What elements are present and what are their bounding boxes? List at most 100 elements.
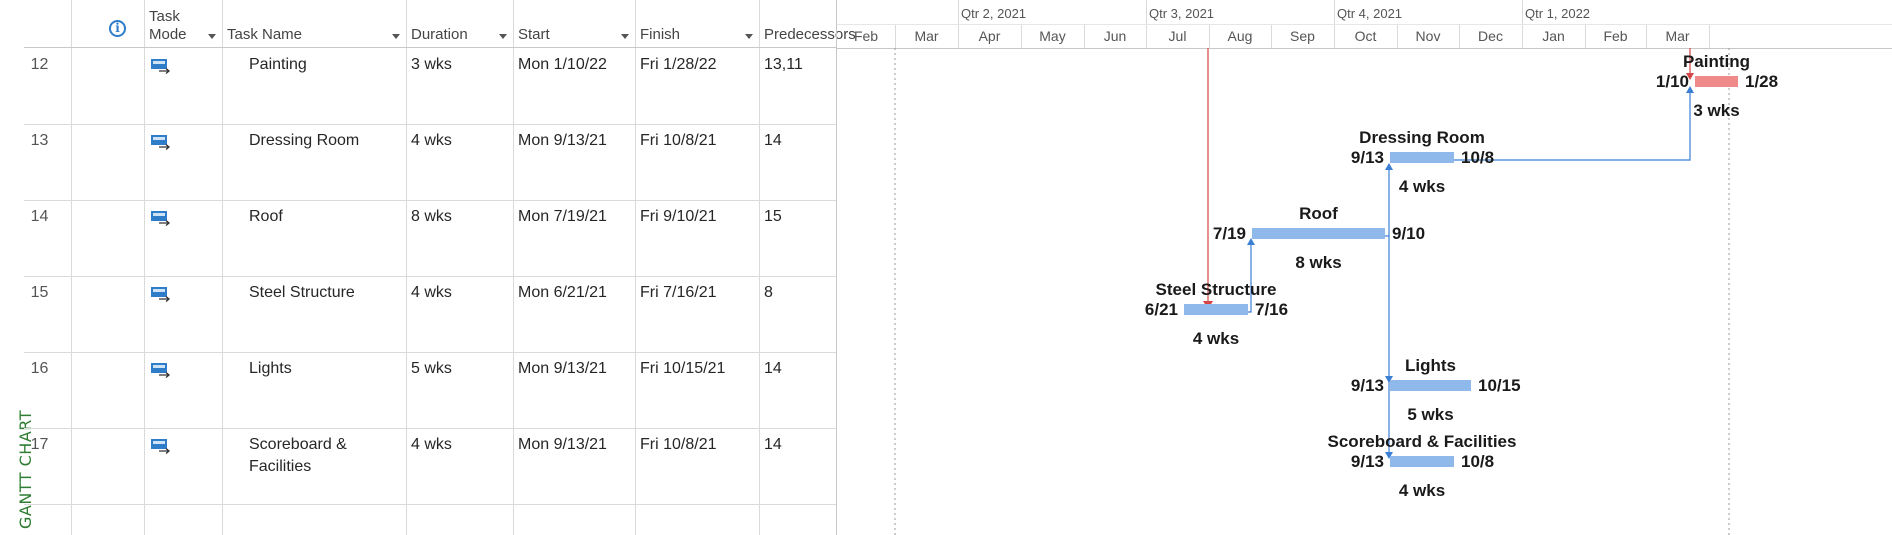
- cell-empty: [514, 503, 636, 535]
- cell-start[interactable]: Mon 6/21/21: [514, 276, 636, 352]
- month-label: Aug: [1227, 28, 1253, 44]
- cell-task-mode[interactable]: [145, 124, 223, 200]
- cell-task-mode[interactable]: [145, 48, 223, 124]
- auto-schedule-icon: [151, 439, 171, 454]
- cell-predecessors[interactable]: 8: [764, 284, 773, 301]
- bar-task-label: Dressing Room: [1359, 128, 1485, 147]
- cell-task-mode[interactable]: [145, 428, 223, 504]
- month-divider: [1209, 25, 1210, 48]
- gantt-bar[interactable]: [1695, 76, 1738, 87]
- header-start[interactable]: Start: [514, 0, 636, 47]
- header-task-name[interactable]: Task Name: [223, 0, 407, 47]
- cell-id[interactable]: 12: [24, 48, 72, 124]
- header-finish[interactable]: Finish: [636, 0, 760, 47]
- info-icon: i: [109, 20, 126, 37]
- header-row-id[interactable]: [24, 0, 72, 47]
- cell-task-mode[interactable]: [145, 276, 223, 352]
- table-row[interactable]: 15 Steel Structure 4 wks Mon 6/21/21 Fri 7/1…: [24, 276, 836, 353]
- timescale-months[interactable]: Feb Mar Apr May Jun Jul Aug Sep Oct Nov Dec Jan Feb M…: [837, 24, 1892, 49]
- cell-task-mode[interactable]: [145, 200, 223, 276]
- cell-indicators[interactable]: [72, 428, 145, 504]
- gantt-bar[interactable]: [1184, 304, 1248, 315]
- chevron-down-icon[interactable]: [745, 34, 753, 39]
- table-row[interactable]: 17 Scoreboard & Facilities 4 wks Mon 9/13/2…: [24, 428, 836, 505]
- cell-indicators[interactable]: [72, 200, 145, 276]
- month-label: Oct: [1354, 28, 1377, 44]
- cell-id[interactable]: 17: [24, 428, 72, 504]
- chevron-down-icon[interactable]: [392, 34, 400, 39]
- bar-duration-label: 3 wks: [1693, 101, 1739, 120]
- month-label: May: [1039, 28, 1066, 44]
- cell-name[interactable]: Lights: [223, 352, 407, 428]
- cell-empty: [636, 503, 760, 535]
- table-row[interactable]: 12 Painting 3 wks Mon 1/10/22 Fri 1/28/22 13,…: [24, 48, 836, 125]
- cell-name[interactable]: Roof: [223, 200, 407, 276]
- header-info[interactable]: i: [72, 0, 145, 47]
- cell-duration[interactable]: 4 wks: [407, 124, 514, 200]
- month-label: Mar: [914, 28, 939, 44]
- month-divider: [1334, 25, 1335, 48]
- gantt-bar[interactable]: [1390, 380, 1471, 391]
- cell-predecessors[interactable]: 13,11: [764, 56, 803, 73]
- cell-predecessors[interactable]: 14: [764, 360, 782, 377]
- header-start-label: Start: [518, 26, 550, 43]
- month-divider: [1397, 25, 1398, 48]
- cell-predecessors[interactable]: 15: [764, 208, 782, 225]
- cell-indicators[interactable]: [72, 352, 145, 428]
- cell-duration[interactable]: 3 wks: [407, 48, 514, 124]
- cell-name[interactable]: Steel Structure: [223, 276, 407, 352]
- cell-id[interactable]: 16: [24, 352, 72, 428]
- chevron-down-icon[interactable]: [208, 34, 216, 39]
- header-predecessors[interactable]: Predecessors: [760, 0, 856, 47]
- chevron-down-icon[interactable]: [499, 34, 507, 39]
- cell-name[interactable]: Scoreboard & Facilities: [223, 428, 407, 504]
- header-task-mode[interactable]: Task Mode: [145, 0, 223, 47]
- gantt-bar[interactable]: [1390, 152, 1454, 163]
- cell-name[interactable]: Dressing Room: [223, 124, 407, 200]
- month-divider: [1021, 25, 1022, 48]
- chevron-down-icon[interactable]: [621, 34, 629, 39]
- cell-finish[interactable]: Fri 10/15/21: [636, 352, 760, 428]
- cell-task-mode[interactable]: [145, 352, 223, 428]
- table-row[interactable]: 16 Lights 5 wks Mon 9/13/21 Fri 10/15/21 14: [24, 352, 836, 429]
- quarter-divider: [958, 0, 959, 24]
- cell-duration[interactable]: 5 wks: [407, 352, 514, 428]
- table-row[interactable]: 13 Dressing Room 4 wks Mon 9/13/21 Fri 10/8/…: [24, 124, 836, 201]
- cell-id[interactable]: 15: [24, 276, 72, 352]
- cell-duration[interactable]: 4 wks: [407, 276, 514, 352]
- cell-finish[interactable]: Fri 10/8/21: [636, 124, 760, 200]
- cell-finish[interactable]: Fri 10/8/21: [636, 428, 760, 504]
- cell-indicators[interactable]: [72, 124, 145, 200]
- gantt-bar[interactable]: [1390, 456, 1454, 467]
- cell-start[interactable]: Mon 7/19/21: [514, 200, 636, 276]
- cell-start[interactable]: Mon 1/10/22: [514, 48, 636, 124]
- cell-start[interactable]: Mon 9/13/21: [514, 428, 636, 504]
- table-header: i Task Mode Task Name Duration Start Fin…: [24, 0, 856, 48]
- cell-duration[interactable]: 4 wks: [407, 428, 514, 504]
- timescale-quarters[interactable]: Qtr 2, 2021 Qtr 3, 2021 Qtr 4, 2021 Qtr 1, …: [837, 0, 1892, 24]
- cell-finish[interactable]: Fri 7/16/21: [636, 276, 760, 352]
- cell-predecessors[interactable]: 14: [764, 132, 782, 149]
- month-label: Jul: [1168, 28, 1187, 44]
- bar-start-label: 9/13: [1351, 452, 1384, 471]
- cell-id[interactable]: 14: [24, 200, 72, 276]
- cell-finish[interactable]: Fri 1/28/22: [636, 48, 760, 124]
- cell-start[interactable]: Mon 9/13/21: [514, 124, 636, 200]
- gantt-bar[interactable]: [1252, 228, 1385, 239]
- gantt-chart[interactable]: Qtr 2, 2021 Qtr 3, 2021 Qtr 4, 2021 Qtr 1, …: [836, 0, 1892, 535]
- table-row-empty[interactable]: [24, 503, 836, 535]
- header-duration[interactable]: Duration: [407, 0, 514, 47]
- cell-predecessors[interactable]: 14: [764, 436, 782, 453]
- bar-task-label: Lights: [1405, 356, 1456, 375]
- table-row[interactable]: 14 Roof 8 wks Mon 7/19/21 Fri 9/10/21 15: [24, 200, 836, 277]
- cell-name[interactable]: Painting: [223, 48, 407, 124]
- cell-duration[interactable]: 8 wks: [407, 200, 514, 276]
- cell-finish[interactable]: Fri 9/10/21: [636, 200, 760, 276]
- cell-indicators[interactable]: [72, 48, 145, 124]
- cell-start[interactable]: Mon 9/13/21: [514, 352, 636, 428]
- quarter-label: Qtr 3, 2021: [1149, 6, 1215, 21]
- cell-indicators[interactable]: [72, 276, 145, 352]
- cell-id[interactable]: 13: [24, 124, 72, 200]
- view-bar[interactable]: GANTT CHART: [0, 0, 35, 535]
